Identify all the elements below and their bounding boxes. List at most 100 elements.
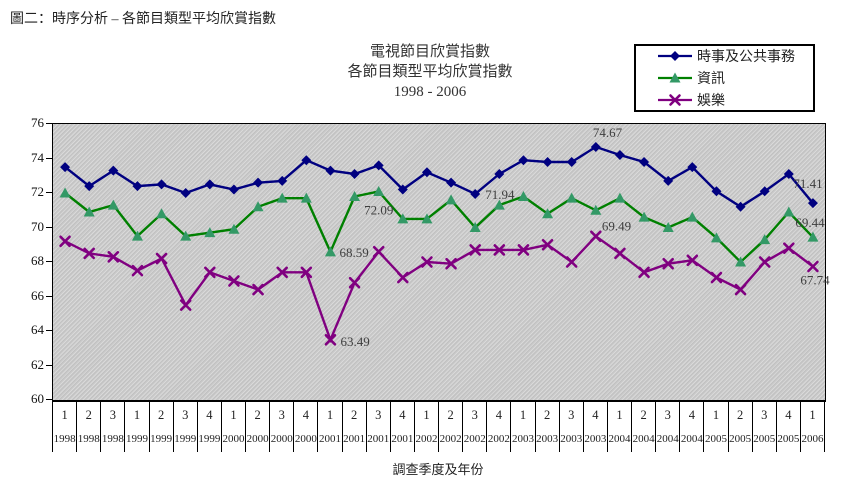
data-point-marker-1 (614, 192, 626, 203)
data-point-marker-2 (493, 244, 506, 256)
legend-item-0: 時事及公共事務 (658, 47, 813, 66)
x-axis-quarter-cell: 2 (439, 401, 464, 429)
y-axis-tick-mark (46, 123, 52, 124)
data-point-marker-1 (566, 192, 578, 203)
y-axis-tick-label: 70 (31, 218, 44, 234)
data-point-marker-0 (566, 156, 577, 167)
data-point-marker-0 (180, 188, 191, 198)
plot-area: 71.94 74.67 71.41 68.59 72.09 69.44 63.49 69.49… (52, 123, 830, 402)
data-point-marker-2 (565, 256, 578, 268)
x-axis-year-cell: 1998 (53, 429, 78, 452)
data-point-marker-2 (590, 230, 602, 243)
data-point-marker-2 (397, 271, 409, 284)
x-axis-year-cell: 1999 (174, 429, 198, 452)
data-point-marker-2 (686, 254, 699, 267)
data-point-label: 67.74 (800, 272, 830, 287)
series-line-2 (64, 234, 814, 344)
data-point-marker-1 (300, 192, 312, 203)
data-point-marker-0 (639, 156, 650, 167)
legend-item-1: 資訊 (658, 69, 813, 88)
x-axis-year-cell: 2004 (680, 429, 705, 452)
x-axis-quarter-cell: 3 (367, 401, 391, 429)
x-axis-quarter-cell: 3 (463, 401, 488, 429)
data-point-marker-1 (228, 223, 240, 234)
data-point-marker-2 (469, 244, 481, 256)
x-axis-quarter-cell: 3 (560, 401, 584, 429)
figure-caption: 圖二：時序分析 – 各節目類型平均欣賞指數 (10, 12, 276, 27)
data-point-marker-2 (541, 238, 554, 251)
x-axis-quarter-cell: 2 (343, 401, 367, 429)
data-point-label: 68.59 (339, 245, 368, 260)
x-axis-year-row: 1998 1998 1998 1999 1999 1999 1999 2000 2000 2000… (53, 429, 825, 452)
data-point-marker-0 (446, 177, 457, 188)
x-axis-year-cell: 2003 (560, 429, 584, 452)
data-point-marker-2 (421, 256, 433, 268)
data-point-marker-2 (59, 235, 71, 248)
data-point-label: 63.49 (340, 334, 369, 349)
x-axis-year-cell: 2003 (511, 429, 536, 452)
data-point-marker-1 (542, 208, 554, 219)
data-point-marker-1 (807, 231, 819, 242)
data-point-marker-2 (228, 275, 240, 287)
data-point-marker-0 (325, 165, 336, 176)
data-point-marker-1 (445, 194, 457, 205)
data-point-marker-1 (276, 192, 288, 203)
chart-title-line: 各節目類型平均欣賞指數 (347, 64, 513, 80)
x-axis-year-cell: 2005 (753, 429, 777, 452)
data-point-marker-0 (687, 162, 698, 173)
y-axis-tick-label: 64 (31, 322, 44, 337)
data-point-marker-1 (638, 211, 650, 222)
chart-title-line: 電視節目欣賞指數 (369, 44, 490, 60)
data-point-marker-2 (517, 244, 530, 256)
data-point-marker-2 (155, 252, 168, 265)
x-axis-year-cell: 2003 (584, 429, 608, 452)
data-point-marker-1 (156, 208, 168, 219)
x-axis-year-cell: 2000 (246, 429, 271, 452)
data-point-label: 69.44 (795, 215, 825, 230)
data-point-marker-1 (180, 230, 192, 241)
data-point-marker-1 (710, 232, 722, 243)
x-axis-year-cell: 1999 (198, 429, 222, 452)
y-axis-tick-label: 60 (31, 391, 44, 406)
data-point-marker-2 (662, 257, 674, 270)
data-point-marker-legend-2 (669, 94, 681, 106)
data-point-marker-0 (84, 181, 95, 192)
y-axis-tick-mark (46, 157, 52, 159)
data-point-marker-0 (253, 177, 264, 188)
legend-marker-icon (658, 72, 692, 83)
x-axis-quarter-cell: 4 (584, 401, 608, 429)
x-axis-year-cell: 2006 (801, 429, 825, 452)
data-point-marker-1 (421, 213, 433, 224)
x-axis-quarter-cell: 2 (246, 401, 271, 429)
data-point-marker-0 (663, 175, 674, 186)
x-axis-quarter-cell: 1 (704, 401, 729, 429)
x-axis-year-cell: 1998 (101, 429, 126, 452)
x-axis-year-cell: 2000 (270, 429, 295, 452)
data-point-marker-1 (759, 234, 771, 245)
data-point-label: 71.41 (793, 176, 822, 191)
x-axis-year-cell: 1998 (77, 429, 102, 452)
data-point-marker-1 (83, 206, 95, 217)
data-point-marker-2 (734, 283, 747, 296)
y-axis-tick-mark (46, 226, 52, 228)
x-axis-title: 調查季度及年份 (392, 462, 484, 477)
data-point-marker-2 (783, 242, 795, 254)
x-axis-quarter-cell: 3 (656, 401, 681, 429)
data-point-marker-0 (373, 160, 384, 171)
data-point-label: 74.67 (593, 125, 623, 140)
data-point-marker-1 (397, 213, 409, 224)
data-point-marker-0 (614, 150, 625, 161)
x-axis-quarter-cell: 1 (511, 401, 536, 429)
y-axis-tick-label: 68 (31, 253, 44, 268)
legend-label: 時事及公共事務 (697, 50, 795, 65)
data-point-marker-2 (758, 256, 771, 268)
data-point-marker-1 (349, 190, 361, 201)
data-point-marker-0 (542, 156, 553, 167)
data-point-marker-0 (783, 169, 794, 180)
x-axis-quarter-cell: 4 (777, 401, 801, 429)
y-axis-tick-mark (46, 330, 52, 331)
data-point-marker-0 (735, 201, 746, 212)
data-point-marker-0 (807, 198, 818, 209)
